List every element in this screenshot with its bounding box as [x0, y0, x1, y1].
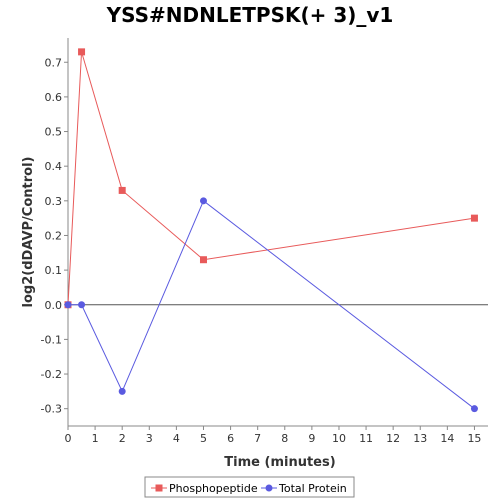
x-tick-label: 2 [119, 432, 126, 445]
x-tick-label: 14 [440, 432, 454, 445]
x-tick-label: 10 [332, 432, 346, 445]
y-tick-label: -0.2 [41, 368, 62, 381]
x-axis-label: Time (minutes) [224, 455, 335, 470]
x-tick-label: 8 [281, 432, 288, 445]
x-tick-label: 12 [386, 432, 400, 445]
axes-layer: -0.3-0.2-0.10.00.10.20.30.40.50.60.70 1 2 3… [41, 38, 488, 445]
x-tick-label: 7 [254, 432, 261, 445]
chart-title: YSS#NDNLETPSK(+ 3)_v1 [106, 3, 394, 27]
data-point [199, 256, 207, 264]
y-tick-label: 0.1 [45, 264, 63, 277]
x-tick-label: 15 [467, 432, 481, 445]
data-point [118, 387, 126, 395]
y-tick-label: 0.6 [45, 91, 63, 104]
data-point [470, 214, 478, 222]
legend-box [144, 476, 355, 498]
data-point [199, 197, 207, 205]
series-layer [64, 48, 478, 413]
legend: Phosphopeptide Total Protein [144, 476, 355, 498]
data-point [470, 405, 478, 413]
x-tick-label: 6 [227, 432, 234, 445]
x-tick-label: 11 [359, 432, 373, 445]
x-tick-label: 5 [200, 432, 207, 445]
x-tick-label: 13 [413, 432, 427, 445]
legend-entry-2: Total Protein [278, 482, 347, 495]
data-point [78, 48, 86, 56]
legend-entry-1: Phosphopeptide [169, 482, 258, 495]
x-tick-label: 3 [146, 432, 153, 445]
y-tick-label: -0.3 [41, 403, 62, 416]
y-tick-label: 0.2 [45, 229, 63, 242]
legend-marker-1 [155, 484, 163, 492]
x-tick-label: 4 [173, 432, 180, 445]
y-tick-label: 0.3 [45, 195, 63, 208]
x-tick-label: 0 [65, 432, 72, 445]
x-tick-label: 9 [308, 432, 315, 445]
y-tick-label: 0.4 [45, 160, 63, 173]
y-tick-label: 0.0 [45, 299, 63, 312]
data-point [118, 186, 126, 194]
x-tick-label: 1 [92, 432, 99, 445]
data-point [64, 301, 72, 309]
legend-marker-2 [265, 484, 273, 492]
plot-area [68, 38, 488, 426]
y-tick-label: -0.1 [41, 333, 62, 346]
data-point [78, 301, 86, 309]
y-tick-label: 0.7 [45, 56, 63, 69]
y-axis-label: log2(dDAVP/Control) [21, 157, 36, 308]
y-tick-label: 0.5 [45, 126, 63, 139]
